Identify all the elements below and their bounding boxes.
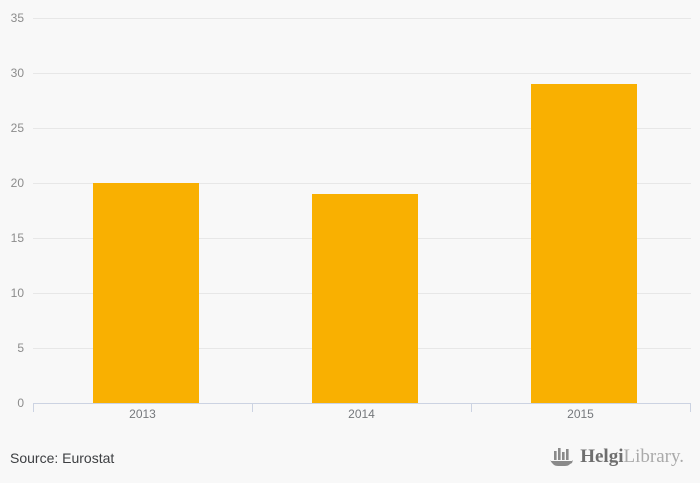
logo-brand-secondary: Library. bbox=[623, 446, 685, 467]
bar-2013 bbox=[92, 183, 199, 403]
y-axis-label: 5 bbox=[17, 341, 24, 355]
x-axis-tick bbox=[471, 403, 472, 412]
logo-wordmark: HelgiLibrary. bbox=[580, 444, 684, 470]
y-axis-label: 35 bbox=[10, 11, 24, 25]
source-label: Source: Eurostat bbox=[10, 450, 115, 466]
helgi-library-logo: HelgiLibrary. bbox=[549, 444, 684, 470]
ship-bar-chart-icon bbox=[550, 448, 574, 466]
x-axis-label: 2014 bbox=[348, 407, 375, 421]
y-axis-label: 20 bbox=[10, 176, 24, 190]
gridline bbox=[33, 128, 691, 129]
x-axis-tick bbox=[690, 403, 691, 412]
y-axis-label: 25 bbox=[10, 121, 24, 135]
y-axis-label: 0 bbox=[17, 396, 24, 410]
y-axis-label: 30 bbox=[10, 66, 24, 80]
gridline bbox=[33, 183, 691, 184]
x-axis-line bbox=[33, 403, 691, 404]
bar-2015 bbox=[530, 84, 637, 403]
gridline bbox=[33, 18, 691, 19]
logo-brand-primary: Helgi bbox=[580, 446, 624, 467]
gridline bbox=[33, 73, 691, 74]
bar-chart: 0 5 10 15 20 25 30 35 2013 2014 2015 bbox=[10, 11, 691, 421]
x-axis-tick bbox=[252, 403, 253, 412]
x-axis-tick bbox=[33, 403, 34, 412]
x-axis-label: 2015 bbox=[567, 407, 594, 421]
y-axis-label: 10 bbox=[10, 286, 24, 300]
bar-2014 bbox=[311, 194, 418, 403]
x-axis-label: 2013 bbox=[129, 407, 156, 421]
y-axis-label: 15 bbox=[10, 231, 24, 245]
